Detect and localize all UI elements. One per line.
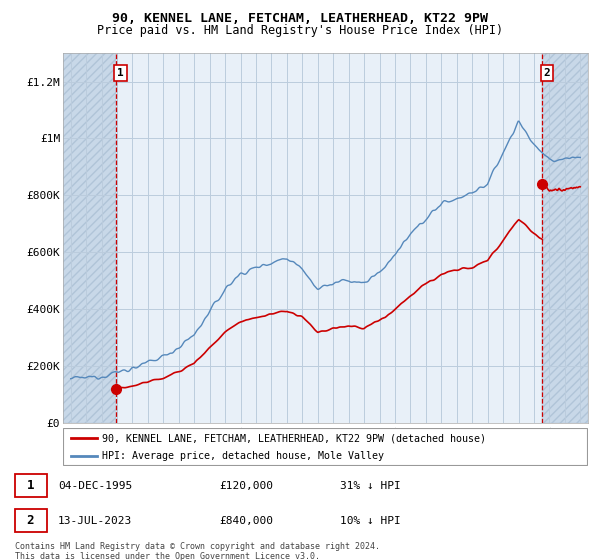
FancyBboxPatch shape [15, 474, 47, 497]
Text: £840,000: £840,000 [220, 516, 274, 525]
Text: £120,000: £120,000 [220, 480, 274, 491]
Text: 90, KENNEL LANE, FETCHAM, LEATHERHEAD, KT22 9PW (detached house): 90, KENNEL LANE, FETCHAM, LEATHERHEAD, K… [103, 433, 487, 443]
Text: 31% ↓ HPI: 31% ↓ HPI [340, 480, 401, 491]
Text: 1: 1 [26, 479, 34, 492]
FancyBboxPatch shape [63, 428, 587, 465]
Text: 1: 1 [117, 68, 124, 78]
Text: Price paid vs. HM Land Registry's House Price Index (HPI): Price paid vs. HM Land Registry's House … [97, 24, 503, 36]
Text: 13-JUL-2023: 13-JUL-2023 [58, 516, 133, 525]
Text: 2: 2 [26, 514, 34, 527]
Text: 10% ↓ HPI: 10% ↓ HPI [340, 516, 401, 525]
Text: 2: 2 [544, 68, 550, 78]
Text: 04-DEC-1995: 04-DEC-1995 [58, 480, 133, 491]
Text: HPI: Average price, detached house, Mole Valley: HPI: Average price, detached house, Mole… [103, 451, 385, 461]
FancyBboxPatch shape [15, 508, 47, 533]
Text: 90, KENNEL LANE, FETCHAM, LEATHERHEAD, KT22 9PW: 90, KENNEL LANE, FETCHAM, LEATHERHEAD, K… [112, 12, 488, 25]
Text: Contains HM Land Registry data © Crown copyright and database right 2024.
This d: Contains HM Land Registry data © Crown c… [15, 542, 380, 560]
